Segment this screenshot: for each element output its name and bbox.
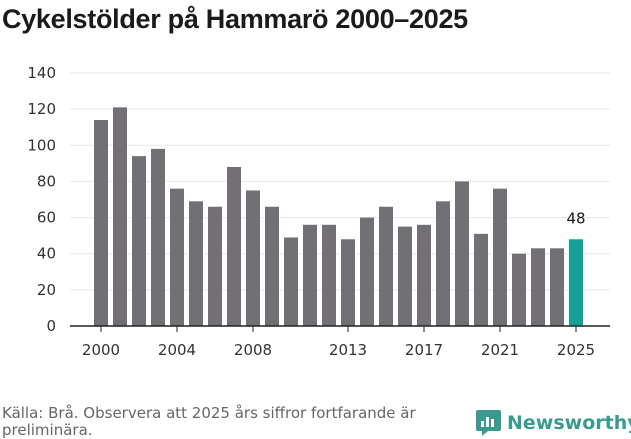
y-tick-label-120: 120 (27, 100, 56, 118)
bar-2006 (208, 206, 222, 326)
source-note: Källa: Brå. Observera att 2025 års siffr… (2, 404, 416, 439)
x-tick-label-2017: 2017 (405, 341, 443, 359)
y-tick-label-20: 20 (37, 281, 56, 299)
bar-2012 (322, 224, 336, 326)
x-tick-label-2013: 2013 (329, 341, 367, 359)
bar-2020 (474, 233, 488, 326)
y-tick-label-140: 140 (27, 64, 56, 82)
bar-2014 (360, 217, 374, 326)
chart-title: Cykelstölder på Hammarö 2000–2025 (2, 4, 468, 34)
y-tick-label-80: 80 (37, 172, 56, 190)
x-tick-label-2000: 2000 (82, 341, 120, 359)
bar-2008 (246, 190, 260, 326)
bar-2010 (284, 237, 298, 326)
bar-2016 (398, 226, 412, 326)
newsworthy-logo-icon (476, 410, 501, 436)
bar-2007 (227, 166, 241, 326)
axes: 0 20 40 60 80 100 120 140 48 2000 2004 2008 2013 2017… (27, 64, 610, 359)
bar-2005 (189, 201, 203, 326)
bar-2001 (113, 107, 127, 326)
bar-2013 (341, 239, 355, 326)
bar-chart: 0 20 40 60 80 100 120 140 48 2000 2004 2008 2013 2017… (27, 64, 610, 359)
bar-2003 (151, 148, 165, 326)
bar-2000 (94, 119, 108, 326)
bars (94, 107, 583, 326)
bar-2004 (170, 188, 184, 326)
bar-2021 (493, 188, 507, 326)
bar-2025 (569, 239, 583, 326)
y-tick-label-40: 40 (37, 245, 56, 263)
y-tick-label-60: 60 (37, 209, 56, 227)
x-tick-label-2021: 2021 (481, 341, 519, 359)
bar-2022 (512, 253, 526, 326)
y-tick-label-0: 0 (46, 317, 56, 335)
newsworthy-logo: Newsworthy (476, 408, 631, 438)
bar-2018 (436, 201, 450, 326)
bar-2015 (379, 206, 393, 326)
x-tick-label-2004: 2004 (158, 341, 196, 359)
x-tick-label-2008: 2008 (234, 341, 272, 359)
x-tick-label-2025: 2025 (557, 341, 595, 359)
bar-2009 (265, 206, 279, 326)
bar-2002 (132, 156, 146, 326)
bar-2023 (531, 248, 545, 326)
bar-2024 (550, 248, 564, 326)
brand-name: Newsworthy (507, 412, 631, 434)
bar-2019 (455, 181, 469, 326)
data-label-2025: 48 (566, 209, 585, 227)
bar-2017 (417, 224, 431, 326)
bar-2011 (303, 224, 317, 326)
y-tick-label-100: 100 (27, 136, 56, 154)
